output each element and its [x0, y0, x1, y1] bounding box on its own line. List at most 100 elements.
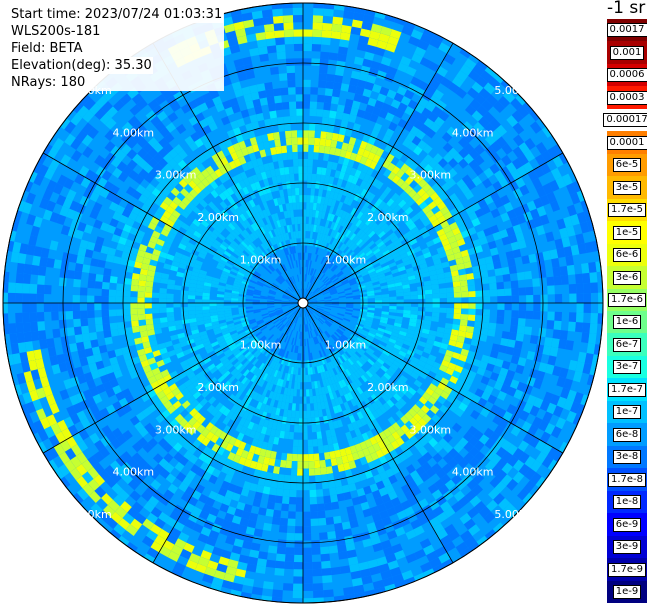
radar-gate-cell: [385, 468, 395, 478]
radar-gate-cell: [348, 556, 359, 566]
radar-gate-cell: [404, 506, 415, 517]
radar-gate-cell: [473, 429, 484, 441]
radar-gate-cell: [353, 236, 361, 245]
radar-gate-cell: [318, 334, 324, 342]
radar-gate-cell: [217, 246, 226, 254]
radar-gate-cell: [235, 173, 244, 183]
radar-gate-cell: [22, 303, 30, 313]
radar-gate-cell: [393, 393, 402, 402]
radar-gate-cell: [360, 303, 368, 306]
radar-gate-cell: [170, 187, 180, 197]
radar-gate-cell: [219, 355, 228, 363]
radar-gate-cell: [341, 344, 349, 352]
radar-gate-cell: [273, 228, 279, 237]
radar-gate-cell: [248, 318, 256, 323]
radar-gate-cell: [454, 365, 464, 374]
radar-gate-cell: [389, 29, 402, 40]
radar-gate-cell: [305, 309, 309, 317]
radar-gate-cell: [351, 289, 360, 293]
radar-gate-cell: [219, 243, 228, 251]
radar-gate-cell: [182, 363, 191, 372]
colorbar-tick-label: 3e-5: [612, 180, 642, 195]
radar-gate-cell: [598, 303, 603, 314]
radar-gate-cell: [413, 119, 424, 130]
radar-gate-cell: [231, 295, 239, 299]
radar-gate-cell: [334, 341, 341, 349]
radar-gate-cell: [293, 562, 303, 570]
radar-gate-cell: [84, 249, 94, 259]
radar-gate-cell: [272, 589, 283, 598]
radar-gate-cell: [323, 3, 335, 10]
colorbar-swatch: 1e-5: [607, 221, 647, 245]
radar-gate-cell: [303, 231, 306, 239]
radar-gate-cell: [506, 478, 519, 491]
radar-gate-cell: [150, 541, 163, 553]
radar-gate-cell: [369, 30, 381, 40]
radar-gate-cell: [438, 347, 447, 355]
radar-gate-cell: [325, 235, 330, 243]
radar-gate-cell: [152, 349, 161, 358]
radar-gate-cell: [227, 483, 237, 493]
radar-gate-cell: [188, 454, 199, 465]
radar-gate-cell: [274, 385, 280, 393]
radar-gate-cell: [451, 422, 462, 433]
radar-gate-cell: [160, 352, 170, 360]
radar-gate-cell: [58, 362, 68, 373]
radar-gate-cell: [510, 317, 519, 326]
radar-gate-cell: [276, 339, 282, 347]
radar-gate-cell: [392, 325, 401, 331]
radar-gate-cell: [290, 468, 298, 476]
radar-gate-cell: [159, 303, 167, 309]
radar-gate-cell: [259, 218, 266, 227]
colorbar-swatch: 3e-5: [607, 176, 647, 200]
radar-gate-cell: [288, 303, 296, 305]
radar-gate-cell: [401, 202, 411, 212]
radar-gate-cell: [171, 209, 181, 219]
radar-gate-cell: [415, 400, 425, 409]
radar-gate-cell: [261, 312, 269, 317]
radar-gate-cell: [133, 261, 143, 269]
radar-gate-cell: [282, 296, 290, 300]
radar-gate-cell: [464, 376, 475, 386]
radar-gate-cell: [376, 556, 388, 567]
radar-gate-cell: [312, 209, 317, 218]
radar-gate-cell: [561, 173, 573, 186]
radar-gate-cell: [271, 473, 279, 482]
radar-gate-cell: [421, 328, 430, 335]
radar-gate-cell: [284, 130, 292, 139]
radar-gate-cell: [209, 306, 217, 310]
radar-gate-cell: [17, 252, 27, 264]
radar-gate-cell: [298, 309, 301, 317]
radar-gate-cell: [431, 462, 442, 474]
radar-gate-cell: [125, 333, 134, 341]
radar-gate-cell: [249, 191, 257, 200]
radar-gate-cell: [74, 366, 84, 377]
radar-gate-cell: [340, 264, 348, 271]
radar-gate-cell: [318, 317, 325, 324]
colorbar-swatch: 1.7e-8: [607, 468, 647, 492]
radar-gate-cell: [429, 516, 441, 528]
radar-gate-cell: [421, 231, 431, 239]
radar-gate-cell: [409, 426, 419, 436]
radar-gate-cell: [99, 407, 110, 419]
radar-gate-cell: [257, 187, 264, 197]
radar-gate-cell: [169, 527, 182, 539]
radar-gate-cell: [329, 487, 337, 496]
radar-gate-cell: [289, 115, 297, 124]
radar-gate-cell: [25, 192, 36, 205]
radar-gate-cell: [356, 42, 368, 52]
radar-gate-cell: [233, 280, 242, 286]
radar-gate-cell: [357, 282, 366, 288]
radar-gate-cell: [25, 401, 36, 414]
radar-gate-cell: [216, 563, 228, 573]
radar-gate-cell: [400, 346, 409, 354]
radar-gate-cell: [386, 162, 396, 172]
radar-gate-cell: [370, 451, 379, 461]
radar-gate-cell: [414, 326, 423, 333]
radar-gate-cell: [370, 535, 381, 546]
radar-gate-cell: [247, 344, 255, 352]
radar-gate-cell: [210, 407, 219, 417]
radar-gate-cell: [209, 377, 218, 385]
radar-gate-cell: [312, 313, 318, 320]
radar-gate-cell: [565, 340, 574, 351]
